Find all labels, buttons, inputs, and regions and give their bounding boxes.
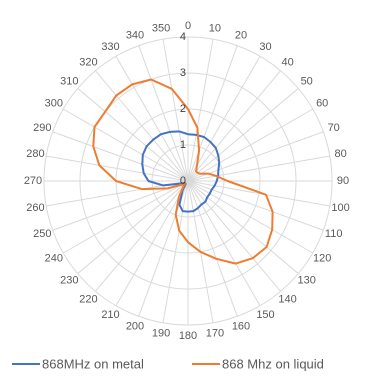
- radial-tick-label: 4: [180, 31, 186, 43]
- legend-label-liquid: 868 Mhz on liquid: [222, 357, 324, 372]
- radial-tick-label: 0: [180, 175, 186, 187]
- legend-label-metal: 868MHz on metal: [42, 357, 144, 372]
- angle-label: 130: [298, 275, 316, 287]
- series-line-1: [92, 78, 274, 265]
- angle-label: 40: [281, 56, 293, 68]
- radial-tick-label: 3: [180, 67, 186, 79]
- angle-label: 180: [179, 330, 197, 342]
- angle-label: 50: [301, 75, 313, 87]
- grid-spoke-210: [115, 180, 189, 306]
- angle-label: 70: [328, 122, 340, 134]
- angle-label: 290: [33, 122, 51, 134]
- radial-tick-label: 2: [180, 103, 186, 115]
- angle-label: 60: [316, 98, 328, 110]
- grid-spoke-280: [46, 155, 189, 182]
- angle-label: 280: [26, 148, 44, 160]
- angle-label: 240: [45, 253, 63, 265]
- angle-label: 320: [79, 56, 97, 68]
- grid-spoke-350: [162, 39, 189, 182]
- angle-labels: 0 102030405060708090100110120130140150160…: [24, 20, 350, 342]
- angle-label: 10: [209, 22, 221, 34]
- radial-tick-labels: 0 1 2 3 4: [180, 31, 186, 187]
- grid-spokes: [44, 37, 332, 325]
- grid-spoke-20: [187, 45, 238, 182]
- grid-spoke-100: [187, 180, 330, 207]
- grid-spoke-50: [187, 88, 299, 182]
- radial-tick-label: 1: [180, 139, 186, 151]
- angle-label: 20: [235, 29, 247, 41]
- grid-spoke-110: [187, 180, 324, 231]
- angle-label: 340: [126, 29, 144, 41]
- angle-label: 310: [60, 75, 78, 87]
- angle-label: 160: [232, 321, 250, 333]
- angle-label: 350: [152, 22, 170, 34]
- angle-label: 220: [79, 294, 97, 306]
- angle-label: 230: [60, 275, 78, 287]
- grid-spoke-340: [138, 45, 189, 182]
- angle-label: 120: [313, 253, 331, 265]
- grid-spoke-30: [187, 56, 261, 182]
- angle-label: 30: [259, 41, 271, 53]
- angle-label: 200: [126, 321, 144, 333]
- series-line-0: [141, 130, 221, 213]
- angle-label: 330: [101, 41, 119, 53]
- grid-spoke-160: [187, 180, 238, 317]
- grid-spoke-230: [77, 180, 189, 274]
- grid-spoke-220: [95, 180, 189, 292]
- grid-spoke-130: [187, 180, 299, 274]
- angle-label: 100: [331, 202, 349, 214]
- angle-label: 170: [206, 328, 224, 340]
- grid-spoke-240: [63, 180, 189, 254]
- angle-label: 190: [152, 328, 170, 340]
- grid-spoke-310: [77, 88, 189, 182]
- angle-label: 80: [334, 148, 346, 160]
- grid-spoke-150: [187, 180, 261, 306]
- angle-label: 210: [101, 309, 119, 321]
- grid-spoke-60: [187, 108, 313, 182]
- angle-label: 260: [26, 202, 44, 214]
- grid-spoke-10: [187, 39, 214, 182]
- grid-spoke-140: [187, 180, 281, 292]
- grid-spoke-300: [63, 108, 189, 182]
- grid-spoke-320: [95, 70, 189, 182]
- angle-label: 300: [45, 98, 63, 110]
- angle-label: 250: [33, 228, 51, 240]
- angle-label: 110: [325, 228, 343, 240]
- angle-label: 150: [256, 309, 274, 321]
- grid-spoke-70: [187, 131, 324, 182]
- angle-label: 140: [278, 294, 296, 306]
- series-lines: [92, 78, 274, 265]
- grid-spoke-190: [162, 180, 189, 323]
- grid-spoke-120: [187, 180, 313, 254]
- angle-label: 270: [24, 175, 42, 187]
- grid-spoke-290: [52, 131, 189, 182]
- angle-label: 0: [185, 20, 191, 32]
- legend: 868MHz on metal 868 Mhz on liquid: [12, 357, 324, 372]
- angle-label: 90: [337, 175, 349, 187]
- grid-spoke-330: [115, 56, 189, 182]
- grid-spoke-80: [187, 155, 330, 182]
- grid-spoke-40: [187, 70, 281, 182]
